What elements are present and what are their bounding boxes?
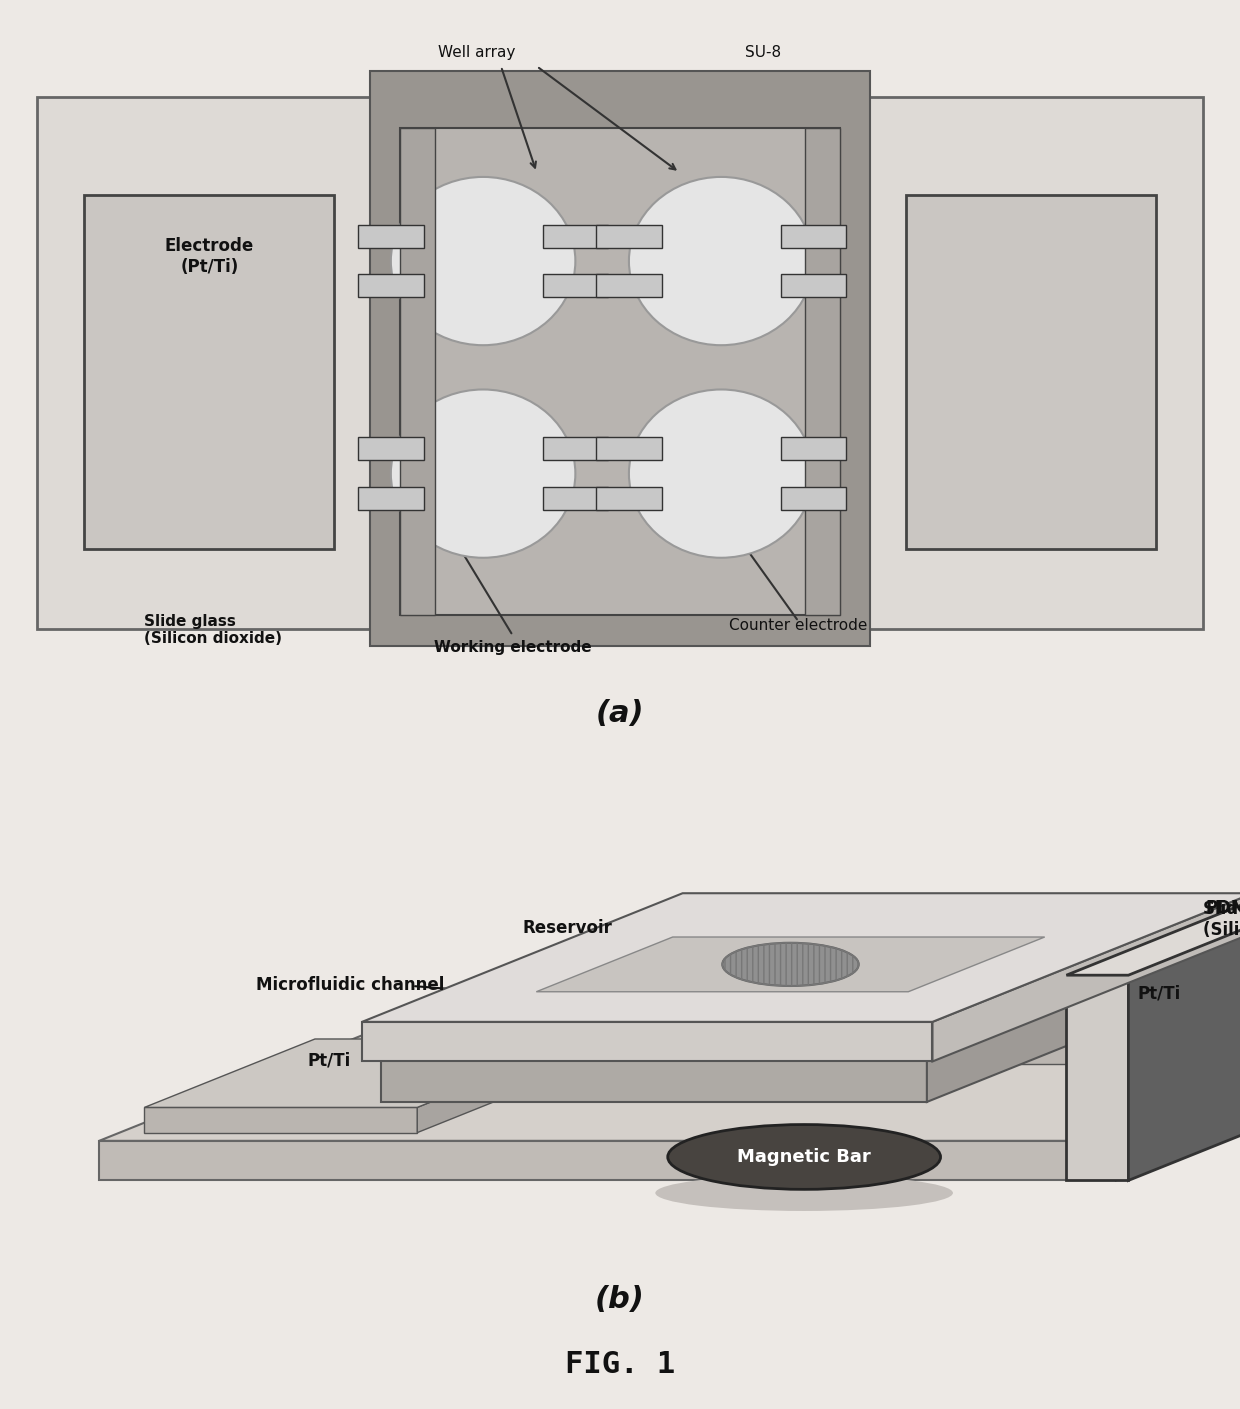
Polygon shape: [1128, 824, 1240, 1181]
Bar: [399, 128, 435, 616]
Text: Pt/Ti: Pt/Ti: [308, 1051, 351, 1069]
Polygon shape: [417, 1038, 588, 1133]
Text: SU-8: SU-8: [923, 972, 960, 986]
Bar: [781, 275, 846, 297]
Bar: [596, 488, 662, 510]
Bar: [84, 194, 335, 550]
Text: Microfluidic channel: Microfluidic channel: [257, 975, 444, 993]
Text: PDMS: PDMS: [1205, 899, 1240, 917]
Bar: [596, 275, 662, 297]
Text: Slide glass
(Silicon dioxide): Slide glass (Silicon dioxide): [144, 614, 281, 647]
Bar: [805, 128, 841, 616]
Polygon shape: [362, 893, 1240, 1022]
Polygon shape: [910, 974, 1240, 1038]
Ellipse shape: [749, 1012, 811, 1034]
Polygon shape: [928, 936, 1234, 1102]
Bar: [781, 225, 846, 248]
Text: (b): (b): [595, 1285, 645, 1313]
Ellipse shape: [391, 389, 575, 558]
Ellipse shape: [667, 1124, 940, 1189]
Bar: [370, 70, 870, 647]
Polygon shape: [144, 1107, 417, 1133]
Text: FIG. 1: FIG. 1: [565, 1350, 675, 1379]
Polygon shape: [381, 936, 1234, 1058]
Bar: [358, 488, 424, 510]
Ellipse shape: [391, 178, 575, 345]
Polygon shape: [362, 1022, 932, 1061]
Text: Reservoir: Reservoir: [522, 920, 613, 937]
Text: SU-8: SU-8: [745, 45, 781, 61]
Ellipse shape: [629, 178, 813, 345]
Text: Magnetic Bar: Magnetic Bar: [738, 1148, 870, 1167]
Bar: [37, 97, 1203, 628]
Polygon shape: [99, 991, 1240, 1141]
Polygon shape: [381, 1058, 928, 1102]
Ellipse shape: [629, 389, 813, 558]
Bar: [358, 275, 424, 297]
Ellipse shape: [693, 985, 755, 1006]
Bar: [543, 437, 608, 461]
Polygon shape: [910, 1038, 1240, 1064]
Text: Working electrode: Working electrode: [434, 640, 591, 655]
Bar: [399, 128, 841, 616]
Bar: [781, 437, 846, 461]
Ellipse shape: [817, 985, 879, 1006]
Bar: [596, 437, 662, 461]
Text: Pt/Ti: Pt/Ti: [1138, 985, 1180, 1002]
Bar: [596, 225, 662, 248]
Ellipse shape: [625, 1012, 687, 1034]
Polygon shape: [1116, 991, 1240, 1181]
Ellipse shape: [722, 943, 858, 986]
Ellipse shape: [655, 1175, 952, 1210]
Polygon shape: [537, 937, 1044, 992]
Text: Counter electrode: Counter electrode: [729, 619, 868, 633]
Polygon shape: [99, 1141, 1116, 1181]
Text: Well array: Well array: [439, 45, 516, 61]
Polygon shape: [1066, 824, 1240, 975]
Bar: [358, 225, 424, 248]
Polygon shape: [932, 893, 1240, 1061]
Bar: [543, 488, 608, 510]
Bar: [781, 488, 846, 510]
Bar: [543, 225, 608, 248]
Bar: [905, 194, 1156, 550]
Text: Electrode
(Pt/Ti): Electrode (Pt/Ti): [165, 237, 254, 276]
Polygon shape: [144, 1038, 588, 1107]
Bar: [543, 275, 608, 297]
Bar: [358, 437, 424, 461]
Polygon shape: [1066, 975, 1128, 1181]
Text: (a): (a): [595, 699, 645, 728]
Text: Slide glass
(Silicon dioxide): Slide glass (Silicon dioxide): [1203, 900, 1240, 940]
